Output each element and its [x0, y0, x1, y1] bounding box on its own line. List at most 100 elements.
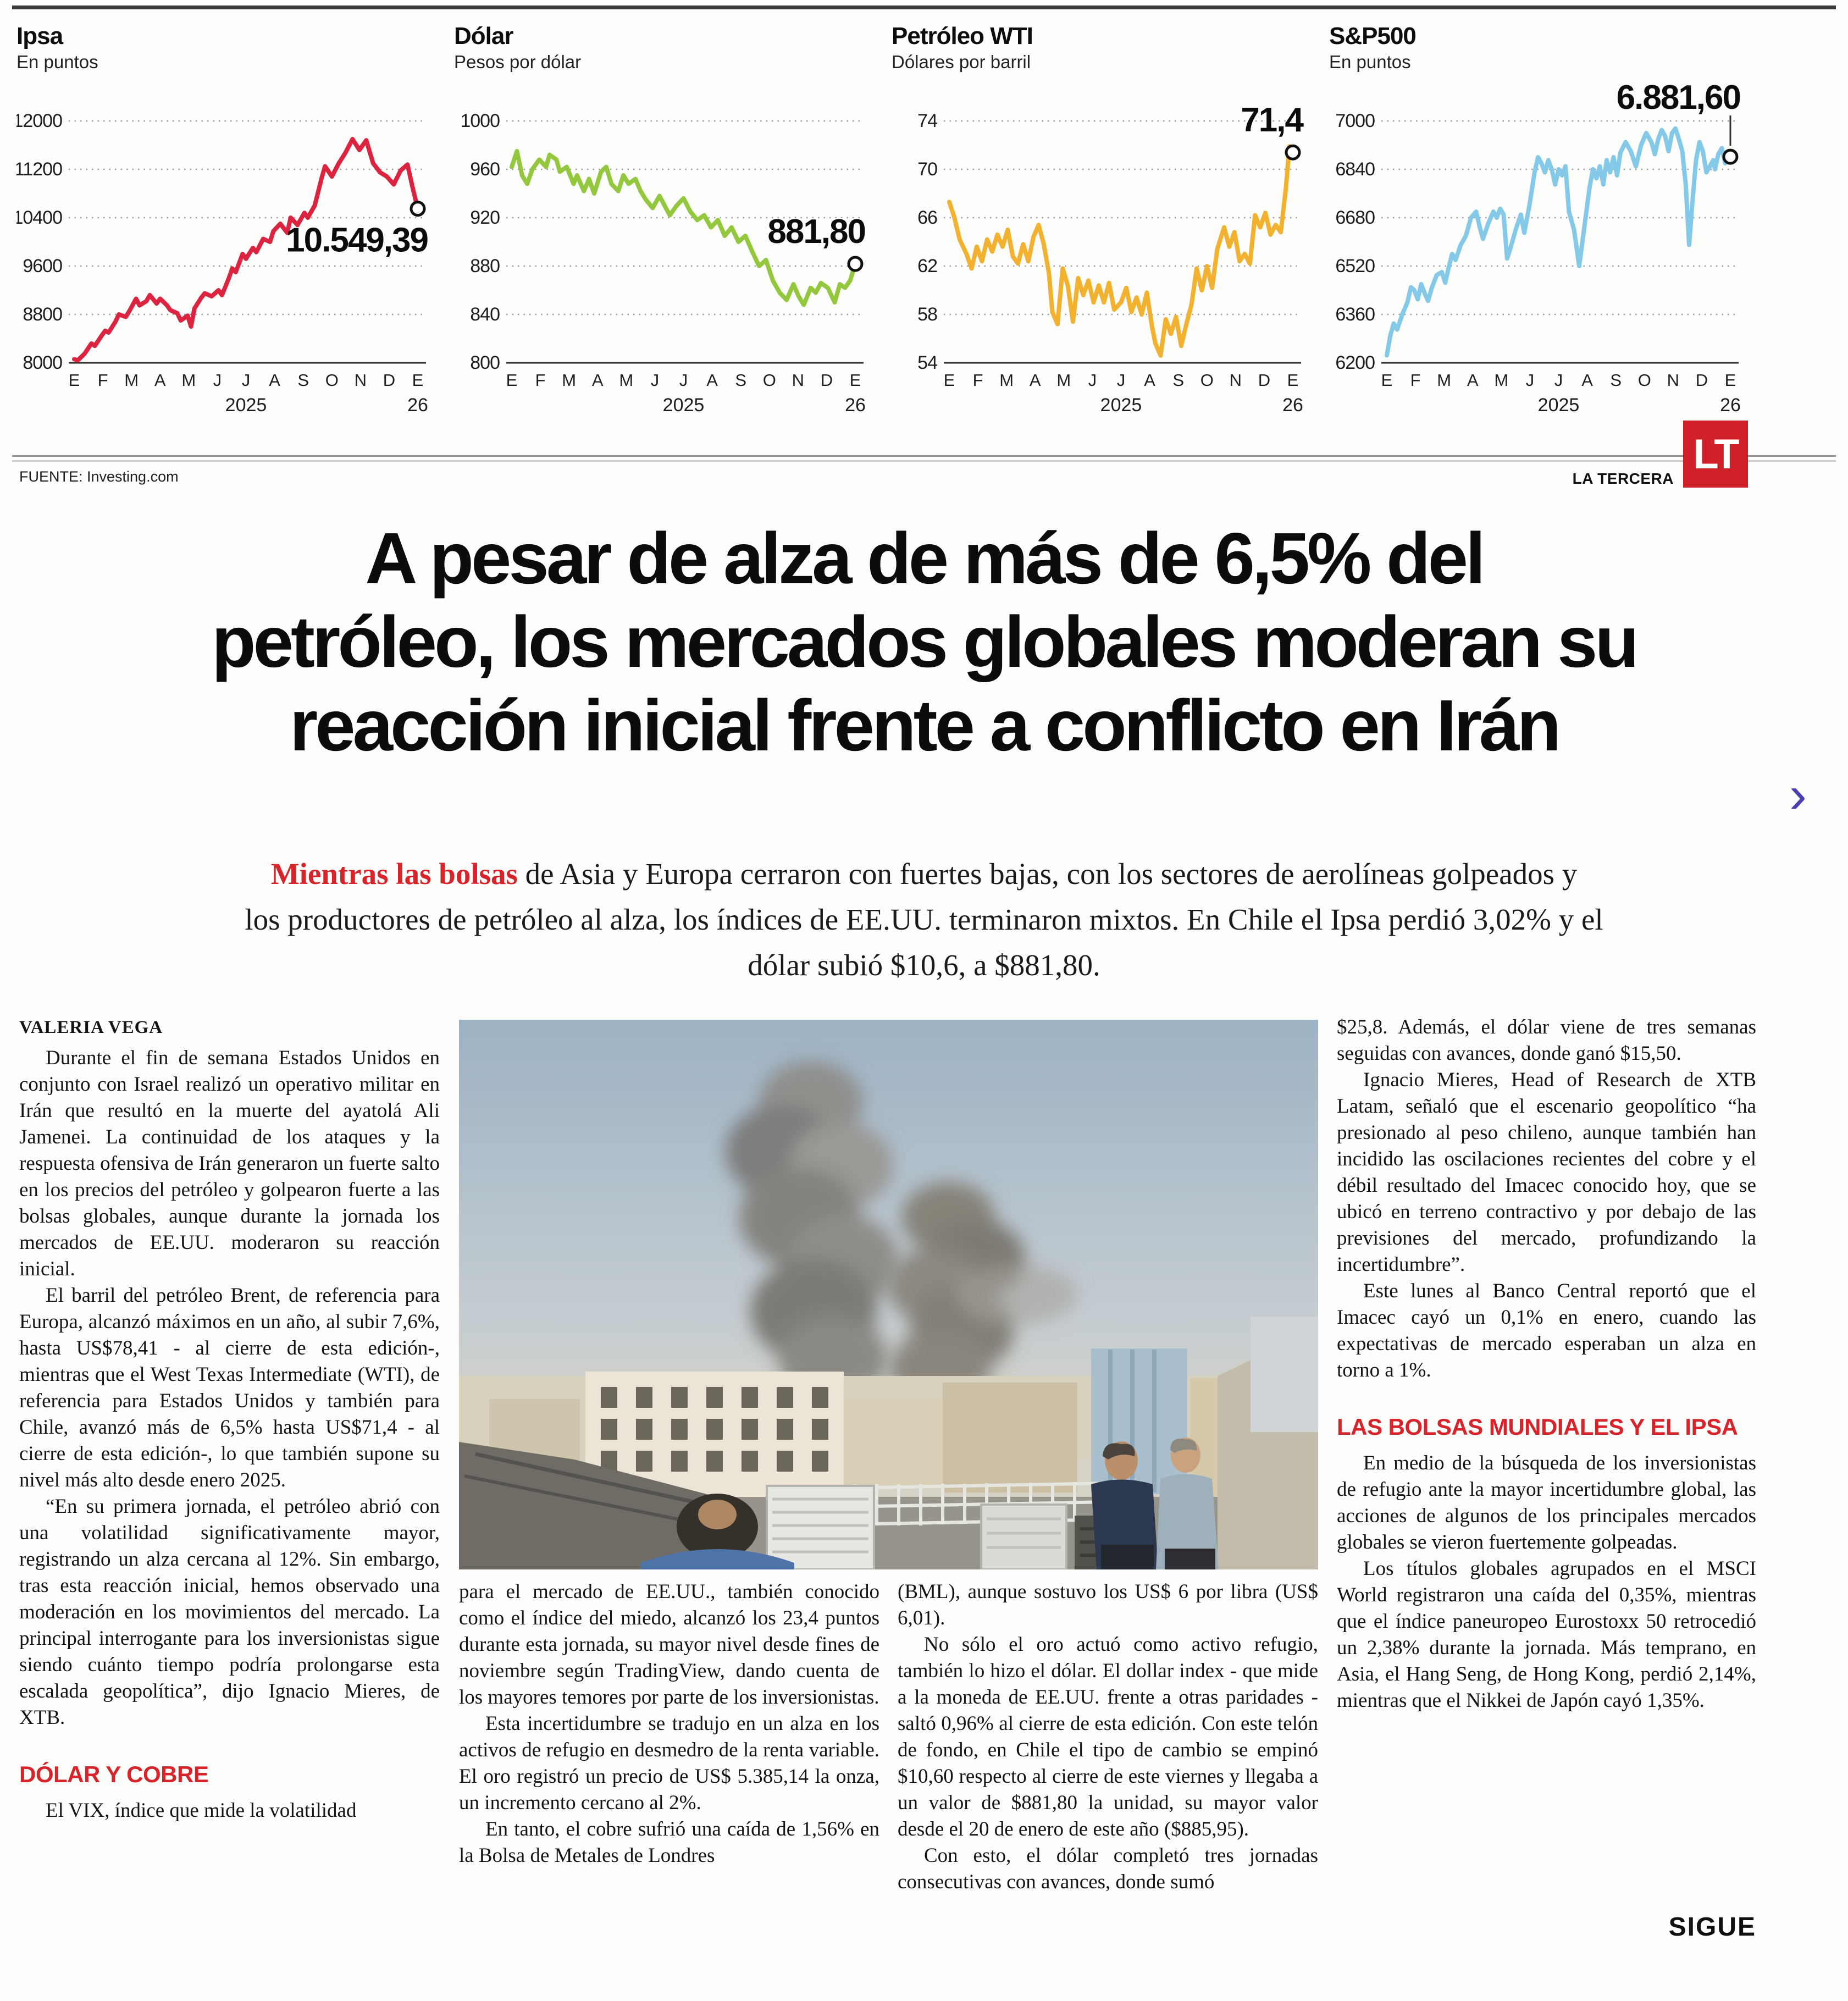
article-column-4: $25,8. Además, el dólar viene de tres se…: [1337, 1014, 1756, 1965]
y-tick-label: 74: [917, 110, 937, 131]
headline-line: A pesar de alza de más de 6,5% del: [365, 518, 1485, 599]
y-tick-label: 12000: [16, 110, 62, 131]
y-tick-label: 840: [470, 304, 500, 325]
x-month-label: M: [562, 371, 576, 390]
x-month-label: S: [1172, 371, 1184, 390]
chart-subtitle: En puntos: [16, 52, 98, 72]
x-month-label: O: [763, 371, 776, 390]
deck: Mientras las bolsas de Asia y Europa cer…: [16, 851, 1832, 988]
y-tick-label: 1000: [460, 110, 500, 131]
end-value-label: 71,4: [1241, 101, 1304, 139]
y-tick-label: 10400: [16, 207, 62, 228]
paragraph: Con esto, el dólar completó tres jornada…: [898, 1844, 1318, 1893]
y-tick-label: 66: [917, 207, 937, 228]
x-month-label: M: [1494, 371, 1508, 390]
paragraph: Los títulos globales agrupados en el MSC…: [1337, 1557, 1756, 1712]
paragraph: (BML), aunque sostuvo los US$ 6 por libr…: [898, 1580, 1318, 1629]
chart-subtitle: En puntos: [1329, 52, 1411, 72]
chart-title: S&P500: [1329, 23, 1417, 49]
x-month-label: J: [1088, 371, 1097, 390]
paragraph: Durante el fin de semana Estados Unidos …: [19, 1047, 440, 1280]
chart-plot: 6200 6360 6520 6680 6840 7000 E F M A M J J A S O N D E 202…: [1329, 77, 1752, 429]
y-tick-label: 8800: [23, 304, 62, 325]
paragraph: Este lunes al Banco Central reportó que …: [1337, 1280, 1756, 1381]
x-month-label: D: [1258, 371, 1270, 390]
chart-subtitle: Dólares por barril: [892, 52, 1031, 72]
x-month-label: E: [944, 371, 955, 390]
x-month-label: A: [592, 371, 604, 390]
headline-line: reacción inicial frente a conflicto en I…: [289, 685, 1561, 766]
photo-foreground-roof: [459, 1317, 1318, 1569]
end-value-label: 10.549,39: [286, 222, 428, 259]
y-tick-label: 6520: [1335, 256, 1375, 277]
paragraph: “En su primera jornada, el petróleo abri…: [19, 1495, 440, 1729]
chart-title: Ipsa: [16, 23, 63, 49]
x-month-label: M: [619, 371, 633, 390]
x-month-label: M: [124, 371, 139, 390]
paragraph: El barril del petróleo Brent, de referen…: [19, 1284, 440, 1491]
x-month-label: F: [1410, 371, 1421, 390]
paragraph: No sólo el oro actuó como activo refugio…: [898, 1633, 1318, 1840]
y-tick-label: 6680: [1335, 207, 1375, 228]
photo-illustration: [459, 1020, 1318, 1569]
section-header-las-bolsas: LAS BOLSAS MUNDIALES Y EL IPSA: [1337, 1414, 1738, 1440]
paragraph: para el mercado de EE.UU., también conoc…: [459, 1580, 879, 1709]
y-tick-label: 62: [917, 256, 937, 277]
chart-subtitle: Pesos por dólar: [454, 52, 582, 72]
brand-logo: LT: [1683, 421, 1748, 488]
year-label: 2025: [225, 395, 267, 416]
end-marker: [847, 256, 864, 272]
paragraph: $25,8. Además, el dólar viene de tres se…: [1337, 1016, 1756, 1065]
photo-person-foreground: [640, 1494, 794, 1569]
x-month-label: F: [535, 371, 546, 390]
byline: VALERIA VEGA: [19, 1018, 163, 1037]
end-marker: [410, 201, 426, 217]
x-month-label: D: [1696, 371, 1708, 390]
x-month-label: A: [1144, 371, 1155, 390]
paragraph: En medio de la búsqueda de los inversion…: [1337, 1452, 1756, 1554]
data-line: [72, 137, 420, 363]
x-month-label: N: [792, 371, 804, 390]
year-label: 2025: [1100, 395, 1142, 416]
deck-line: dólar subió $10,6, a $881,80.: [748, 948, 1100, 982]
data-line: [1385, 126, 1733, 358]
chart-dolar: Dólar Pesos por dólar 800 840 880 920 960 100…: [454, 22, 877, 432]
y-tick-label: 920: [470, 207, 500, 228]
article-column-1: VALERIA VEGA Durante el fin de semana Es…: [19, 1014, 440, 1960]
x-month-label: J: [1554, 371, 1563, 390]
x-month-label: E: [1287, 371, 1299, 390]
x-month-label: A: [154, 371, 166, 390]
y-tick-label: 6360: [1335, 304, 1375, 325]
deck-line: Mientras las bolsas de Asia y Europa cer…: [270, 857, 1578, 891]
x-month-label: M: [1437, 371, 1451, 390]
y-tick-label: 8000: [23, 352, 62, 373]
x-month-label: O: [325, 371, 339, 390]
x-month-label: M: [181, 371, 196, 390]
paragraph: Ignacio Mieres, Head of Research de XTB …: [1337, 1069, 1756, 1276]
y-tick-label: 58: [917, 304, 937, 325]
x-month-label: F: [973, 371, 983, 390]
smoke-plume-left: [726, 1061, 899, 1399]
x-month-label: J: [242, 371, 251, 390]
x-month-label: A: [1030, 371, 1041, 390]
x-month-label: A: [1581, 371, 1593, 390]
chart-plot: 800 840 880 920 960 1000 E F M A M J J A S O N D E 2025 26 88…: [454, 77, 877, 429]
paragraph: En tanto, el cobre sufrió una caída de 1…: [459, 1818, 879, 1867]
next-page-chevron-icon[interactable]: ›: [1789, 765, 1807, 824]
x-month-label: S: [735, 371, 746, 390]
x-month-label: O: [1638, 371, 1651, 390]
paragraph: Esta incertidumbre se tradujo en un alza…: [459, 1712, 879, 1814]
chart-title: Petróleo WTI: [892, 23, 1033, 49]
photo-city-band: [459, 1348, 1318, 1501]
x-month-label: J: [213, 371, 222, 390]
y-tick-label: 7000: [1335, 110, 1375, 131]
x-month-label: J: [1526, 371, 1535, 390]
y-tick-label: 9600: [23, 256, 62, 277]
year-label: 2025: [1538, 395, 1580, 416]
source-label: FUENTE: Investing.com: [19, 468, 179, 485]
photo-person-right-2: [1156, 1438, 1219, 1569]
